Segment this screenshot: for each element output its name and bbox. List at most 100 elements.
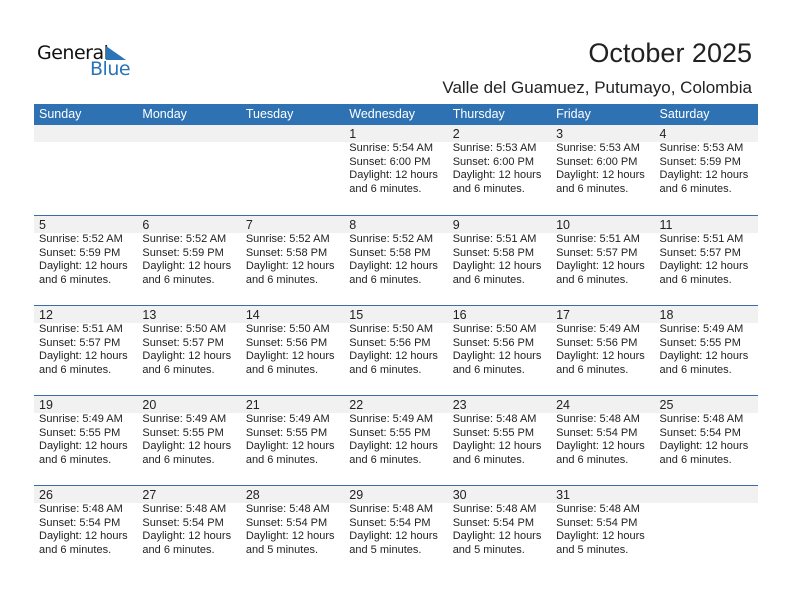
day-number: 10 [556,218,571,232]
daylight-text: Daylight: 12 hours [452,260,542,272]
daylight-minutes-text: and 6 minutes. [245,363,318,376]
day-number: 20 [142,398,157,412]
logo-triangle-icon [106,46,126,60]
day-cell: 21 Sunrise: 5:49 AM Sunset: 5:55 PM Dayligh… [241,396,344,485]
day-number: 12 [39,308,53,322]
day-cell: 30 Sunrise: 5:48 AM Sunset: 5:54 PM Dayligh… [448,486,551,575]
day-number: 13 [142,308,157,322]
week-row: 5 Sunrise: 5:52 AM Sunset: 5:59 PM Daylight… [34,215,758,305]
day-number: 22 [349,398,364,412]
daylight-text: Daylight: 12 hours [349,440,438,452]
daylight-minutes-text: and 6 minutes. [556,363,629,376]
daylight-text: Daylight: 12 hours [556,260,645,272]
empty-cell [137,125,240,215]
day-number: 4 [659,127,667,141]
logo-word-blue: Blue [90,58,131,80]
day-number: 19 [39,398,53,412]
sunset-text: Sunset: 5:54 PM [452,516,535,529]
daylight-minutes-text: and 6 minutes. [659,273,732,286]
daylight-text: Daylight: 12 hours [349,169,438,181]
sunrise-text: Sunrise: 5:48 AM [659,413,744,425]
empty-cell [241,125,344,215]
day-number: 8 [349,218,357,232]
day-number: 14 [245,308,260,322]
sunrise-text: Sunrise: 5:49 AM [142,413,227,425]
sunset-text: Sunset: 5:54 PM [659,426,741,439]
day-number: 18 [659,308,674,322]
day-cell: 4 Sunrise: 5:53 AM Sunset: 5:59 PM Daylight… [655,125,758,215]
sunset-text: Sunset: 5:55 PM [349,426,431,439]
sunset-text: Sunset: 5:54 PM [245,516,328,529]
sunset-text: Sunset: 5:54 PM [556,426,638,439]
daylight-text: Daylight: 12 hours [245,530,335,542]
sunrise-text: Sunrise: 5:51 AM [659,233,744,245]
day-cell: 19 Sunrise: 5:49 AM Sunset: 5:55 PM Dayligh… [34,396,137,485]
daylight-text: Daylight: 12 hours [39,260,128,272]
sunset-text: Sunset: 5:55 PM [39,426,121,439]
daylight-minutes-text: and 6 minutes. [349,363,422,376]
sunrise-text: Sunrise: 5:48 AM [245,503,330,515]
daylight-text: Daylight: 12 hours [452,530,542,542]
sunset-text: Sunset: 5:54 PM [142,516,224,529]
daylight-minutes-text: and 6 minutes. [452,273,525,286]
sunset-text: Sunset: 5:54 PM [39,516,121,529]
sunrise-text: Sunrise: 5:48 AM [556,413,640,425]
day-cell: 7 Sunrise: 5:52 AM Sunset: 5:58 PM Daylight… [241,216,344,305]
page-title: October 2025 [588,38,752,68]
day-cell: 1 Sunrise: 5:54 AM Sunset: 6:00 PM Daylight… [344,125,447,215]
day-number: 23 [452,398,467,412]
week-row: 19 Sunrise: 5:49 AM Sunset: 5:55 PM Dayligh… [34,395,758,485]
day-number: 16 [452,308,467,322]
sunrise-text: Sunrise: 5:49 AM [556,323,640,335]
sunset-text: Sunset: 5:57 PM [142,336,224,349]
sunrise-text: Sunrise: 5:53 AM [659,142,744,154]
weekday-tuesday: Tuesday [245,107,294,121]
day-number: 11 [659,218,673,232]
sunset-text: Sunset: 5:55 PM [245,426,328,439]
daylight-text: Daylight: 12 hours [556,350,645,362]
daylight-minutes-text: and 6 minutes. [659,182,732,195]
day-cell: 2 Sunrise: 5:53 AM Sunset: 6:00 PM Daylight… [448,125,551,215]
day-number: 29 [349,488,364,502]
weekday-saturday: Saturday [659,107,710,121]
sunrise-text: Sunrise: 5:52 AM [349,233,434,245]
daylight-text: Daylight: 12 hours [659,260,749,272]
sunrise-text: Sunrise: 5:50 AM [245,323,330,335]
empty-cell [655,486,758,575]
daylight-text: Daylight: 12 hours [39,440,128,452]
sunset-text: Sunset: 5:55 PM [142,426,224,439]
day-number: 15 [349,308,364,322]
sunrise-text: Sunrise: 5:48 AM [452,503,537,515]
day-number: 5 [39,218,46,232]
sunset-text: Sunset: 5:59 PM [659,155,741,168]
day-cell: 16 Sunrise: 5:50 AM Sunset: 5:56 PM Dayligh… [448,306,551,395]
day-cell: 14 Sunrise: 5:50 AM Sunset: 5:56 PM Dayligh… [241,306,344,395]
daylight-minutes-text: and 6 minutes. [142,273,215,286]
day-number: 7 [245,218,253,232]
day-number: 1 [349,127,357,141]
daylight-minutes-text: and 6 minutes. [349,273,422,286]
sunset-text: Sunset: 5:54 PM [556,516,638,529]
daylight-text: Daylight: 12 hours [556,169,645,181]
sunset-text: Sunset: 5:57 PM [659,246,741,259]
day-number: 9 [452,218,460,232]
sunset-text: Sunset: 6:00 PM [349,155,431,168]
day-cell: 5 Sunrise: 5:52 AM Sunset: 5:59 PM Daylight… [34,216,137,305]
daylight-text: Daylight: 12 hours [659,350,749,362]
daylight-text: Daylight: 12 hours [142,260,232,272]
daylight-text: Daylight: 12 hours [452,169,542,181]
weekday-friday: Friday [556,107,591,121]
week-row: 1 Sunrise: 5:54 AM Sunset: 6:00 PM Daylight… [34,125,758,215]
sunset-text: Sunset: 5:56 PM [245,336,328,349]
day-cell: 18 Sunrise: 5:49 AM Sunset: 5:55 PM Dayligh… [655,306,758,395]
day-number: 30 [452,488,467,502]
daylight-minutes-text: and 6 minutes. [39,273,112,286]
daylight-minutes-text: and 6 minutes. [245,273,318,286]
daylight-text: Daylight: 12 hours [452,440,542,452]
sunrise-text: Sunrise: 5:53 AM [556,142,640,154]
daylight-minutes-text: and 6 minutes. [556,182,629,195]
daylight-minutes-text: and 6 minutes. [452,453,525,466]
sunrise-text: Sunrise: 5:52 AM [142,233,227,245]
day-number: 17 [556,308,571,322]
daylight-minutes-text: and 6 minutes. [39,543,112,556]
